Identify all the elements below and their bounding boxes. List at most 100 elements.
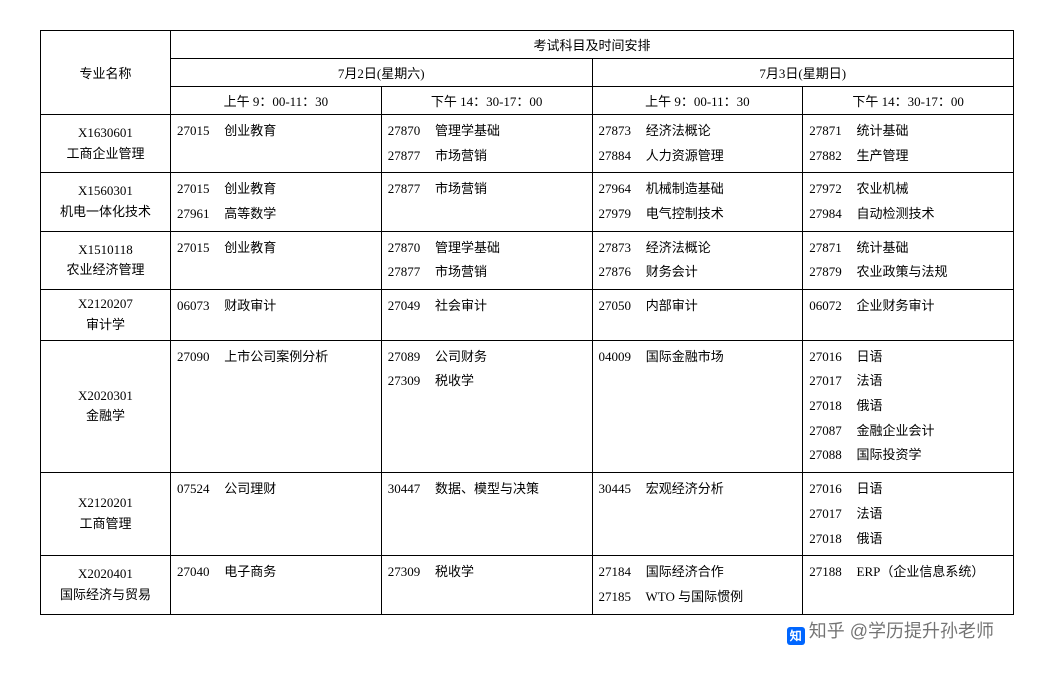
course-name: 农业机械 bbox=[853, 181, 908, 196]
d1-am-cell: 27040 电子商务 bbox=[171, 556, 382, 614]
course-name: 日语 bbox=[853, 481, 882, 496]
course-item: 27087 金融企业会计 bbox=[809, 419, 1007, 444]
course-item: 27050 内部审计 bbox=[599, 294, 797, 319]
course-name: 金融企业会计 bbox=[853, 423, 934, 438]
course-code: 27016 bbox=[809, 477, 853, 502]
major-name: 农业经济管理 bbox=[47, 260, 164, 281]
watermark-text: 知乎 @学历提升孙老师 bbox=[809, 621, 994, 641]
major-cell: X2120207审计学 bbox=[41, 290, 171, 341]
course-code: 27979 bbox=[599, 202, 643, 227]
d2-am-cell: 27873 经济法概论27876 财务会计 bbox=[592, 231, 803, 289]
course-item: 27016 日语 bbox=[809, 477, 1007, 502]
d1-am-cell: 06073 财政审计 bbox=[171, 290, 382, 341]
course-item: 27015 创业教育 bbox=[177, 177, 375, 202]
course-code: 27876 bbox=[599, 260, 643, 285]
major-cell: X2020301金融学 bbox=[41, 340, 171, 472]
d1-pm-cell: 27877 市场营销 bbox=[381, 173, 592, 231]
course-item: 27017 法语 bbox=[809, 502, 1007, 527]
course-code: 27984 bbox=[809, 202, 853, 227]
course-item: 27873 经济法概论 bbox=[599, 236, 797, 261]
course-item: 27017 法语 bbox=[809, 369, 1007, 394]
course-code: 30447 bbox=[388, 477, 432, 502]
course-name: 上市公司案例分析 bbox=[221, 349, 328, 364]
d2-pm-cell: 27972 农业机械27984 自动检测技术 bbox=[803, 173, 1014, 231]
course-code: 27964 bbox=[599, 177, 643, 202]
course-code: 27188 bbox=[809, 560, 853, 585]
course-item: 27870 管理学基础 bbox=[388, 119, 586, 144]
course-name: 生产管理 bbox=[853, 148, 908, 163]
course-code: 27015 bbox=[177, 236, 221, 261]
major-code: X1510118 bbox=[47, 240, 164, 261]
d1-am-cell: 27090 上市公司案例分析 bbox=[171, 340, 382, 472]
course-item: 27873 经济法概论 bbox=[599, 119, 797, 144]
course-code: 04009 bbox=[599, 345, 643, 370]
d2-am-cell: 27964 机械制造基础27979 电气控制技术 bbox=[592, 173, 803, 231]
course-code: 27870 bbox=[388, 236, 432, 261]
course-name: 机械制造基础 bbox=[643, 181, 724, 196]
major-code: X2020401 bbox=[47, 564, 164, 585]
course-name: 俄语 bbox=[853, 398, 882, 413]
course-name: 国际投资学 bbox=[853, 447, 921, 462]
course-code: 27090 bbox=[177, 345, 221, 370]
course-code: 07524 bbox=[177, 477, 221, 502]
course-code: 27873 bbox=[599, 236, 643, 261]
header-d2-am: 上午 9：00-11：30 bbox=[592, 87, 803, 115]
course-item: 27018 俄语 bbox=[809, 394, 1007, 419]
course-name: 电子商务 bbox=[221, 564, 276, 579]
course-code: 06073 bbox=[177, 294, 221, 319]
watermark: 知知乎 @学历提升孙老师 bbox=[787, 617, 994, 645]
major-cell: X2120201工商管理 bbox=[41, 473, 171, 556]
course-code: 27309 bbox=[388, 369, 432, 394]
course-name: 法语 bbox=[853, 506, 882, 521]
course-item: 27040 电子商务 bbox=[177, 560, 375, 585]
course-name: 税收学 bbox=[432, 373, 474, 388]
course-item: 27964 机械制造基础 bbox=[599, 177, 797, 202]
course-item: 27016 日语 bbox=[809, 345, 1007, 370]
course-code: 27871 bbox=[809, 119, 853, 144]
course-name: 自动检测技术 bbox=[853, 206, 934, 221]
course-item: 27871 统计基础 bbox=[809, 236, 1007, 261]
d2-am-cell: 27050 内部审计 bbox=[592, 290, 803, 341]
course-code: 27185 bbox=[599, 585, 643, 610]
course-code: 27050 bbox=[599, 294, 643, 319]
major-name: 金融学 bbox=[47, 406, 164, 427]
course-code: 27879 bbox=[809, 260, 853, 285]
course-name: 社会审计 bbox=[432, 298, 487, 313]
d1-am-cell: 27015 创业教育 bbox=[171, 115, 382, 173]
course-name: 市场营销 bbox=[432, 148, 487, 163]
course-name: 农业政策与法规 bbox=[853, 264, 947, 279]
course-item: 27049 社会审计 bbox=[388, 294, 586, 319]
course-name: 电气控制技术 bbox=[643, 206, 724, 221]
course-item: 27309 税收学 bbox=[388, 560, 586, 585]
header-d2-pm: 下午 14：30-17：00 bbox=[803, 87, 1014, 115]
course-name: 国际经济合作 bbox=[643, 564, 724, 579]
major-name: 工商管理 bbox=[47, 514, 164, 535]
course-code: 06072 bbox=[809, 294, 853, 319]
course-code: 27017 bbox=[809, 502, 853, 527]
course-name: 财务会计 bbox=[643, 264, 698, 279]
d1-am-cell: 27015 创业教育 bbox=[171, 231, 382, 289]
course-name: 内部审计 bbox=[643, 298, 698, 313]
course-name: 统计基础 bbox=[853, 123, 908, 138]
course-name: 经济法概论 bbox=[643, 240, 711, 255]
course-code: 27049 bbox=[388, 294, 432, 319]
course-name: 法语 bbox=[853, 373, 882, 388]
course-item: 27870 管理学基础 bbox=[388, 236, 586, 261]
major-code: X2120207 bbox=[47, 294, 164, 315]
course-item: 30445 宏观经济分析 bbox=[599, 477, 797, 502]
course-name: 企业财务审计 bbox=[853, 298, 934, 313]
major-code: X1630601 bbox=[47, 123, 164, 144]
course-item: 27088 国际投资学 bbox=[809, 443, 1007, 468]
major-cell: X2020401国际经济与贸易 bbox=[41, 556, 171, 614]
major-code: X2020301 bbox=[47, 386, 164, 407]
course-item: 27876 财务会计 bbox=[599, 260, 797, 285]
course-name: 创业教育 bbox=[221, 181, 276, 196]
course-name: 俄语 bbox=[853, 531, 882, 546]
header-d1-pm: 下午 14：30-17：00 bbox=[381, 87, 592, 115]
course-name: 国际金融市场 bbox=[643, 349, 724, 364]
course-item: 27972 农业机械 bbox=[809, 177, 1007, 202]
course-name: 市场营销 bbox=[432, 264, 487, 279]
table-row: X1560301机电一体化技术27015 创业教育27961 高等数学27877… bbox=[41, 173, 1014, 231]
course-item: 27877 市场营销 bbox=[388, 144, 586, 169]
course-item: 27089 公司财务 bbox=[388, 345, 586, 370]
